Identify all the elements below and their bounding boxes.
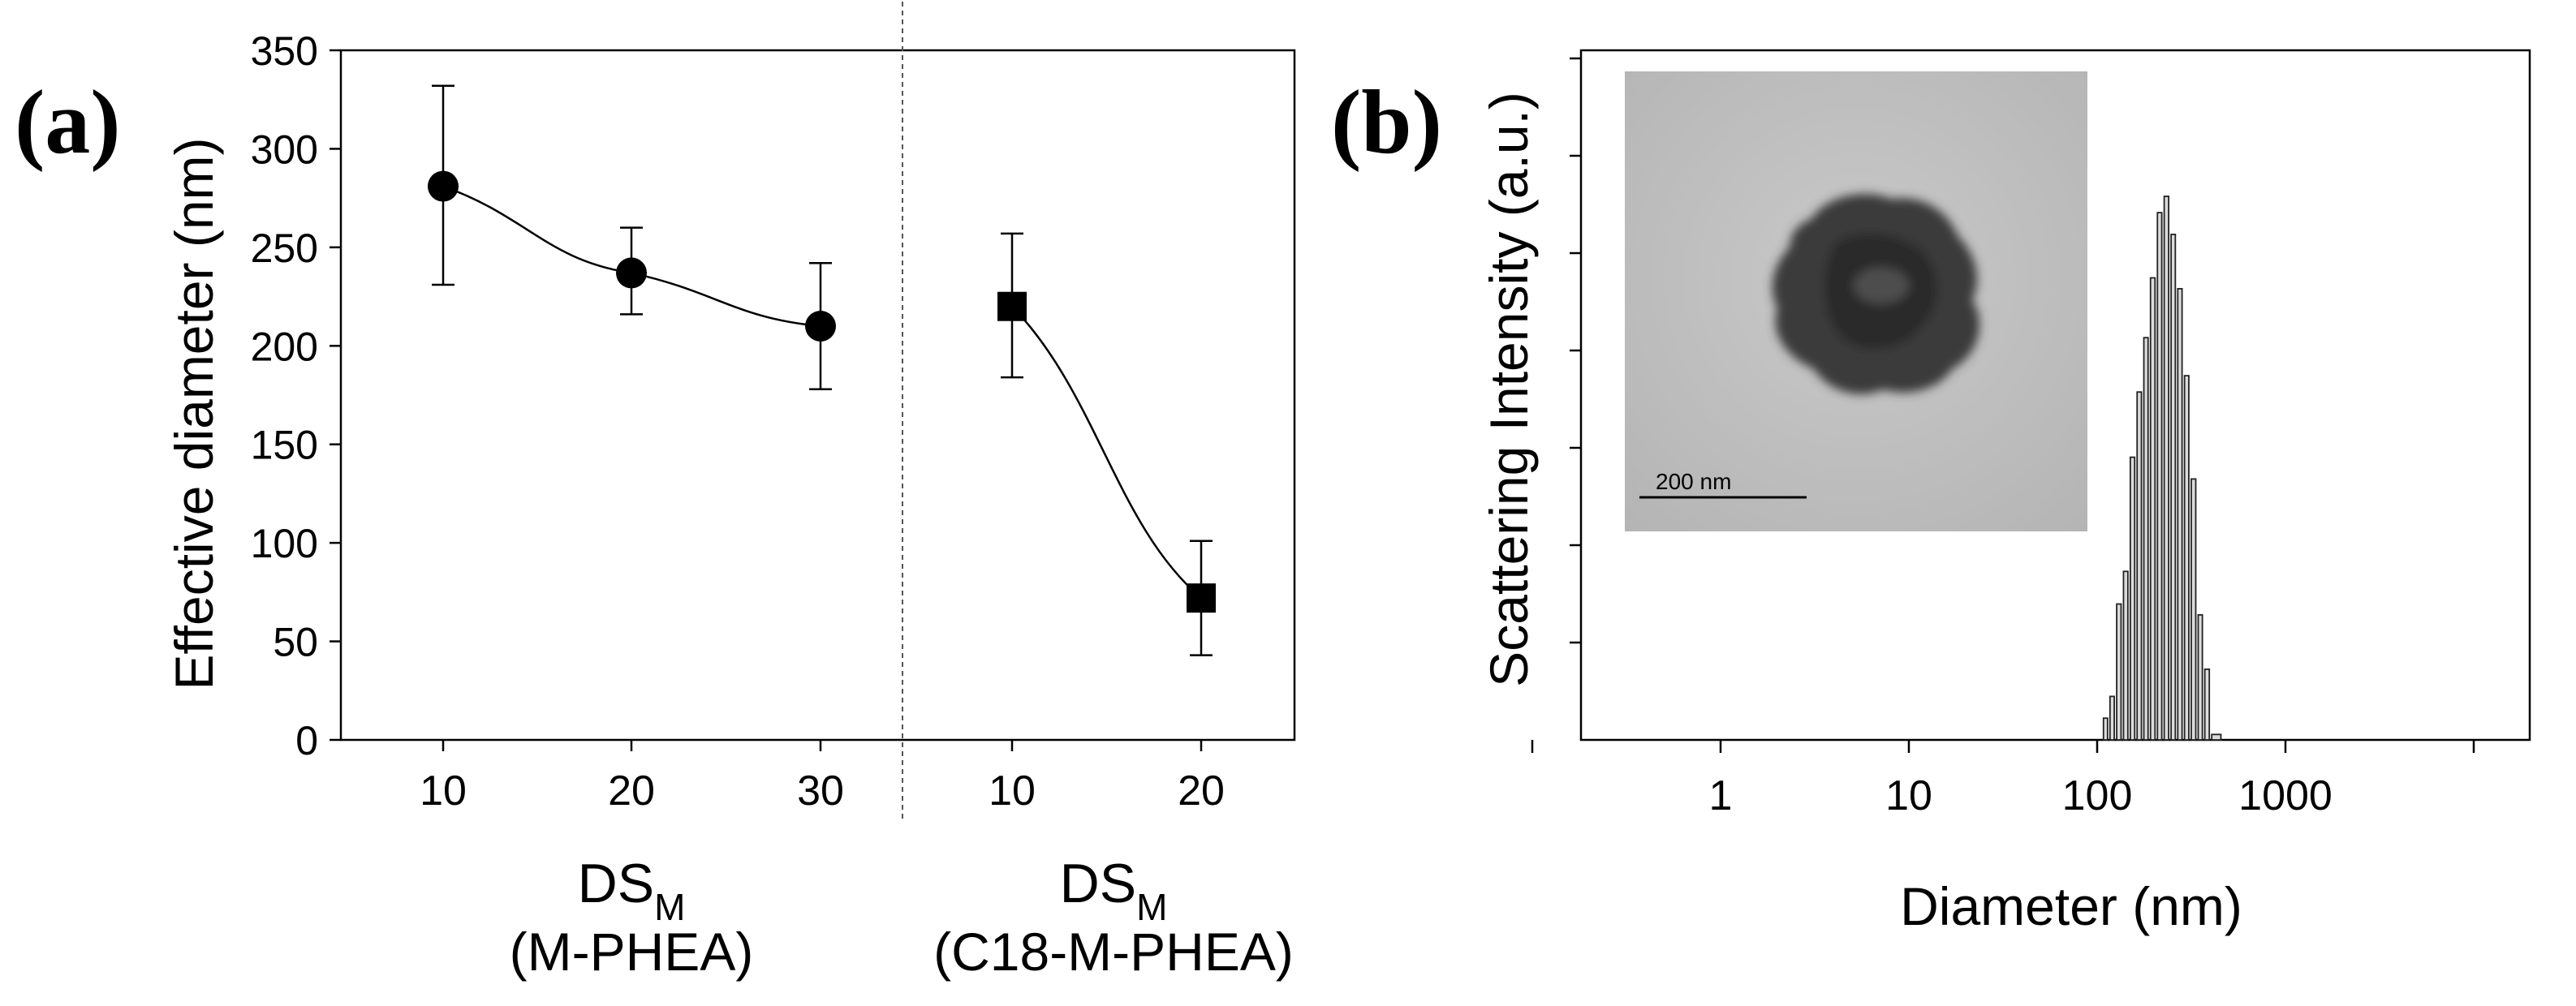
histogram-bar [2177,287,2183,741]
y-tick-label: 0 [295,718,318,763]
nanoparticle-blob [1772,193,1980,394]
data-point-circle [616,257,647,289]
x-tick-label: 100 [2062,772,2133,819]
histogram-bar [2102,717,2109,741]
group2-xlabel-line2: (C18-M-PHEA) [933,922,1294,982]
x-tick-label: 10 [989,767,1036,815]
histogram-bar [2122,570,2129,741]
histogram-bar [2203,669,2211,741]
y-tick-label: 250 [251,226,318,271]
histogram-bar [2183,375,2190,741]
panel-a: (a) 0 50 100 150 200 250 300 350 10 20 30 10 20 Effe… [15,2,1296,982]
group1-xlabel-sub: M [654,886,685,928]
panel-a-frame [339,49,1296,742]
data-point-circle [428,170,459,202]
group2-xlabel-main: DS [1060,853,1136,914]
histogram-bar [2211,733,2222,741]
y-tick-label: 100 [251,521,318,566]
data-point-square [1187,583,1216,613]
tem-inset: 200 nm [1625,71,2087,531]
group2-xlabel: DSM [1060,853,1168,928]
scale-bar-label: 200 nm [1656,469,1731,494]
histogram-bar [2109,695,2115,741]
panel-b: (b) Scattering Intensity (a.u.) 1 10 100 10… [1331,49,2531,936]
y-tick-label: 350 [251,28,318,74]
histogram-bar [2149,277,2156,741]
x-tick-label: 10 [420,767,467,815]
histogram-bar [2129,456,2136,741]
x-tick-label: 30 [797,767,844,815]
x-tick-label: 1 [1709,772,1733,819]
histogram-bar [2163,196,2170,741]
histogram-bar [2136,391,2143,741]
y-tick-label: 150 [251,423,318,468]
panel-b-frame [1579,49,2531,742]
panel-b-label: (b) [1331,72,1442,173]
histogram-bar [2143,337,2149,741]
panel-a-label: (a) [15,72,121,173]
panel-a-ylabel: Effective diameter (nm) [164,137,224,690]
x-tick-label: 10 [1885,772,1932,819]
x-tick-label: 20 [608,767,655,815]
histogram-bar [2116,603,2122,741]
series-line-C18-M-PHEA [1011,305,1202,600]
x-tick-label: 20 [1178,767,1225,815]
group2-xlabel-sub: M [1136,886,1167,928]
y-tick-label: 50 [273,620,318,665]
group1-xlabel: DSM [578,853,686,928]
panel-b-xlabel: Diameter (nm) [1900,876,2242,936]
panel-a-plot: 0 50 100 150 200 250 300 350 10 20 30 10 20 [251,2,1296,819]
group1-xlabel-line2: (M-PHEA) [510,922,754,982]
histogram-bar [2170,233,2177,741]
data-point-circle [805,311,836,342]
data-point-square [997,291,1027,321]
group1-xlabel-main: DS [578,853,654,914]
histogram-bar [2156,212,2163,741]
histogram-bar [2197,614,2203,741]
y-tick-label: 300 [251,127,318,172]
y-tick-label: 200 [251,324,318,369]
histogram-bar [2190,478,2197,741]
x-tick-label: 1000 [2238,772,2333,819]
panel-b-plot: 1 10 100 1000 [1531,49,2531,819]
panel-b-ylabel: Scattering Intensity (a.u.) [1479,92,1539,687]
